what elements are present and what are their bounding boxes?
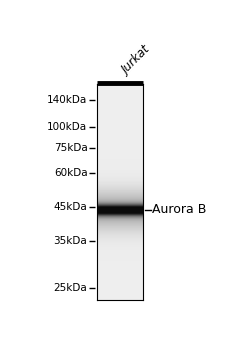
Text: 140kDa: 140kDa bbox=[47, 95, 87, 105]
Text: Aurora B: Aurora B bbox=[152, 203, 206, 216]
Text: 60kDa: 60kDa bbox=[54, 168, 87, 178]
Text: 25kDa: 25kDa bbox=[53, 284, 87, 293]
Text: 100kDa: 100kDa bbox=[47, 122, 87, 132]
Text: 75kDa: 75kDa bbox=[53, 143, 87, 153]
Text: 45kDa: 45kDa bbox=[53, 202, 87, 212]
Text: Jurkat: Jurkat bbox=[119, 43, 153, 77]
Text: 35kDa: 35kDa bbox=[53, 236, 87, 246]
